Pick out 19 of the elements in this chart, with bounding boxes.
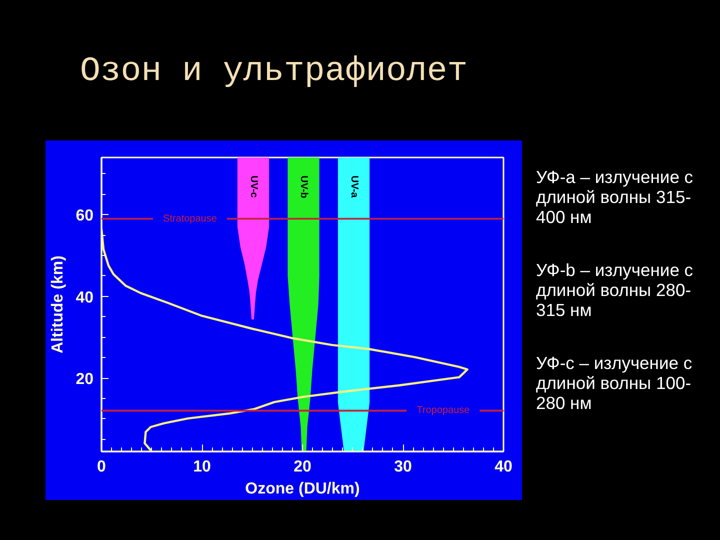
text: УФ-с – излучение с длиной волны 100-280 нм <box>536 353 694 413</box>
x-axis-title: Ozone (DU/km) <box>245 480 360 498</box>
line-series <box>102 228 468 452</box>
text: УФ-а – излучение с длиной волны 315-400 нм <box>536 167 694 227</box>
y-axis-title: Altitude (km) <box>50 256 67 354</box>
y-tick-label: 60 <box>76 208 94 225</box>
ref-line-label: Stratopause <box>162 213 218 224</box>
x-tick-label: 30 <box>394 458 412 476</box>
chart-title: Озон и ультрафиолет <box>79 52 468 93</box>
ref-line-label: Tropopause <box>416 405 470 416</box>
text: UV-b <box>298 176 310 198</box>
y-tick-label: 40 <box>76 289 94 306</box>
text: УФ-b – излучение с длиной волны 280-315 нм <box>536 260 694 320</box>
x-tick-label: 20 <box>294 458 312 476</box>
x-tick-label: 10 <box>193 458 211 476</box>
y-tick-label: 20 <box>76 371 94 388</box>
x-tick-label: 0 <box>97 458 106 476</box>
text: UV-a <box>348 176 360 198</box>
x-tick-label: 40 <box>494 458 512 476</box>
